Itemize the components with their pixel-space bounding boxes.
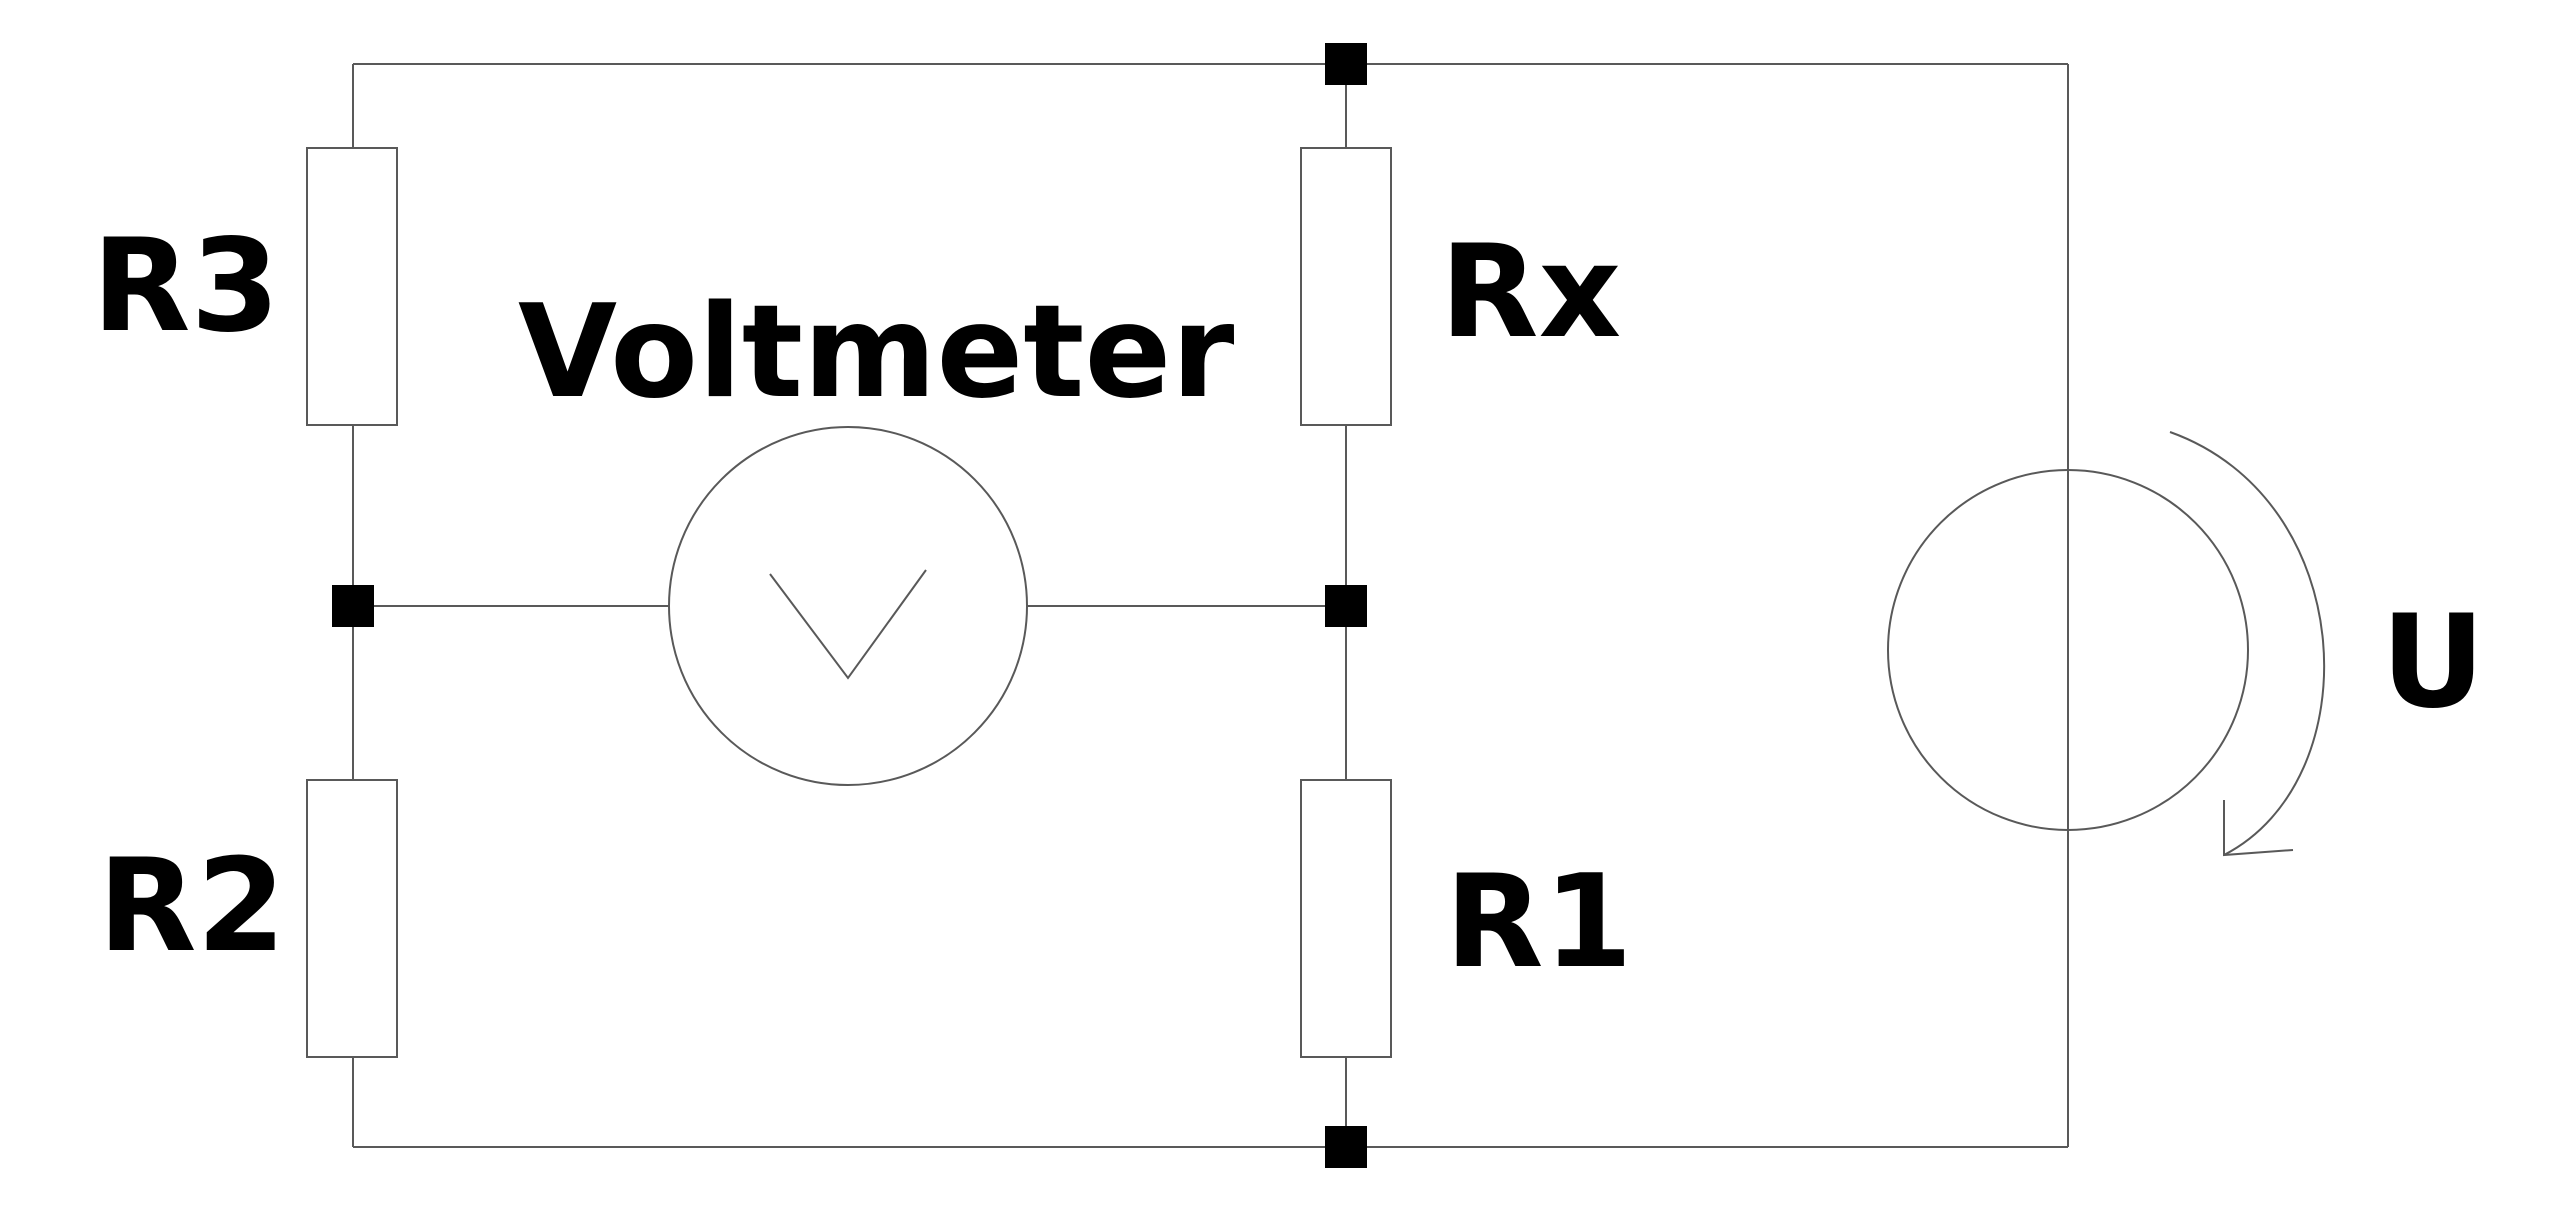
resistor-r3: [306, 147, 398, 426]
resistor-r2: [306, 779, 398, 1058]
label-r2: R2: [98, 832, 286, 981]
resistors: [306, 147, 1392, 1058]
source-arrow-arc: [2169, 431, 2326, 856]
voltmeter-symbol: [668, 426, 1028, 786]
label-source-u: U: [2381, 588, 2485, 737]
label-r1: R1: [1445, 848, 1633, 997]
voltmeter-circle: [668, 426, 1028, 786]
node-top: [1325, 43, 1367, 85]
resistor-r1: [1300, 779, 1392, 1058]
labels: R3 Voltmeter Rx R2 R1 U: [92, 212, 2485, 997]
node-bottom: [1325, 1126, 1367, 1168]
node-left: [332, 585, 374, 627]
source-arrowhead: [2223, 800, 2294, 857]
label-voltmeter: Voltmeter: [518, 278, 1234, 427]
resistor-rx: [1300, 147, 1392, 426]
wires: [352, 63, 2069, 1148]
voltage-source-symbol: [1887, 431, 2326, 857]
voltmeter-v-mark: [769, 569, 927, 680]
label-rx: Rx: [1440, 218, 1621, 367]
label-r3: R3: [92, 212, 280, 361]
nodes: [332, 43, 1367, 1168]
node-middle: [1325, 585, 1367, 627]
